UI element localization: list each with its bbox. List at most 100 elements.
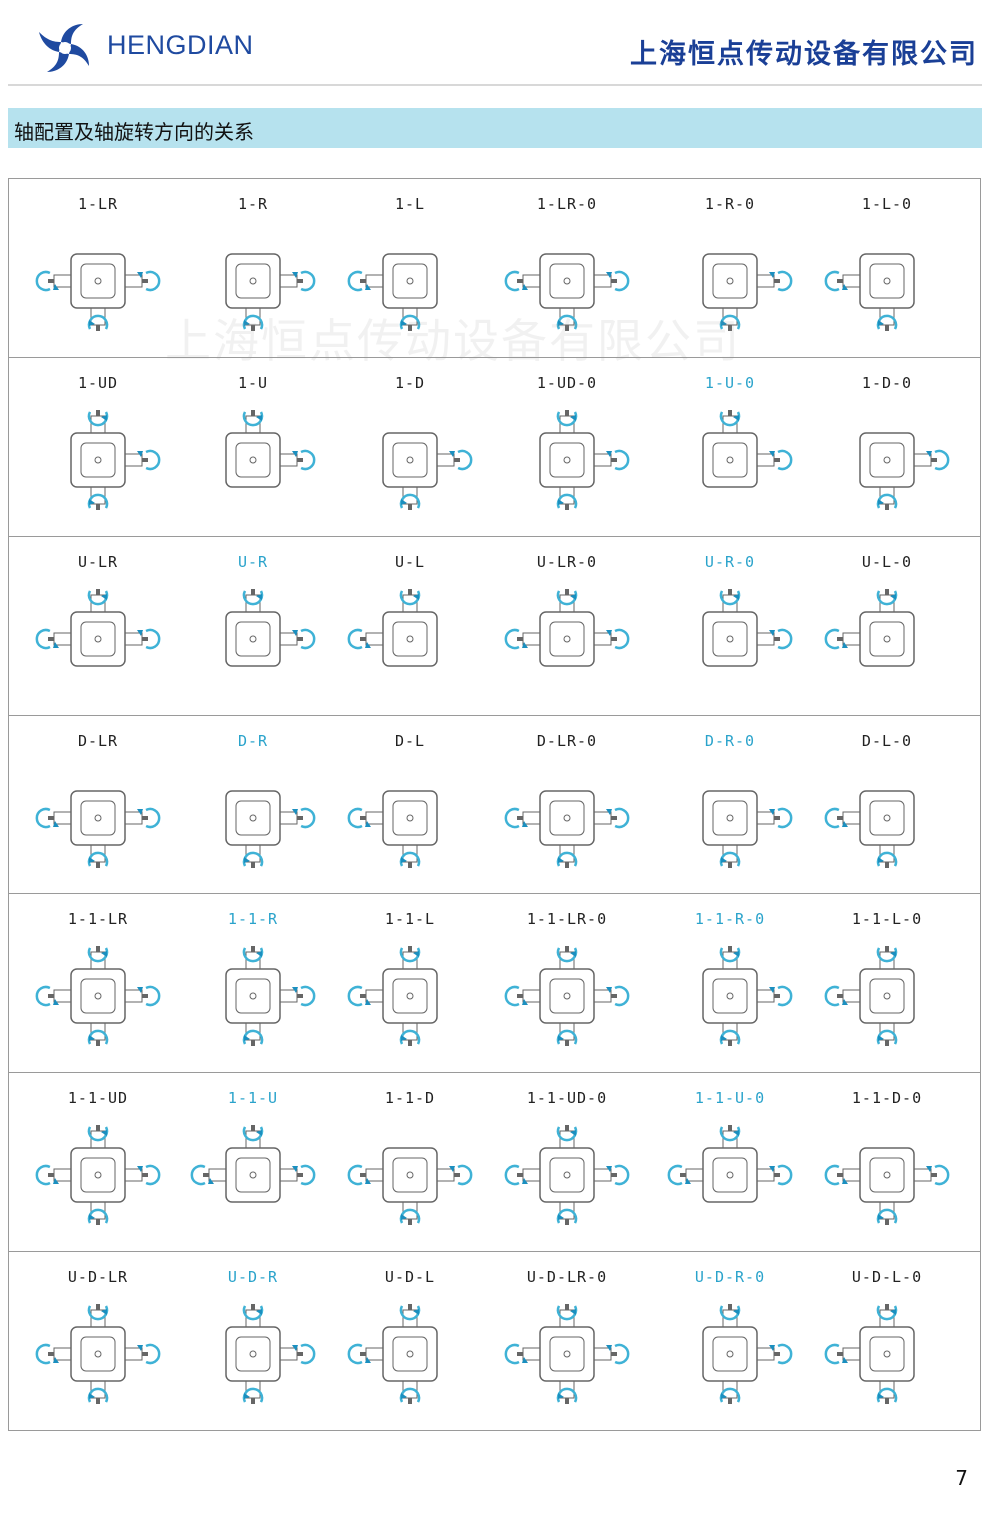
config-label: 1-L [394, 195, 426, 213]
config-cell: 1-1-UD [23, 1073, 173, 1251]
config-cell: 1-1-U-0 [655, 1073, 805, 1251]
config-cell: U-LR-0 [492, 537, 642, 715]
gearbox-diagram-icon [347, 790, 438, 868]
config-label: D-R [237, 732, 269, 750]
gearbox-diagram-icon [35, 946, 161, 1046]
config-label: D-LR-0 [536, 732, 598, 750]
config-label: 1-LR [77, 195, 119, 213]
gearbox-diagram-icon [824, 1147, 950, 1225]
gearbox-diagram-icon [35, 589, 161, 667]
gearbox-diagram-icon [35, 253, 161, 331]
config-cell: U-D-L-0 [812, 1252, 962, 1432]
config-cell: 1-LR [23, 179, 173, 357]
config-label: 1-1-UD [67, 1089, 129, 1107]
config-cell: 1-L [335, 179, 485, 357]
config-label: U-D-LR-0 [526, 1268, 608, 1286]
config-cell: U-D-LR [23, 1252, 173, 1432]
config-label: D-L-0 [861, 732, 913, 750]
gearbox-diagram-icon [504, 1304, 630, 1404]
config-label: 1-1-R [227, 910, 279, 928]
config-label: U-D-R [227, 1268, 279, 1286]
config-cell: U-D-R [178, 1252, 328, 1432]
gearbox-diagram-icon [824, 946, 915, 1046]
config-cell: 1-U-0 [655, 358, 805, 536]
config-cell: D-R [178, 716, 328, 893]
gearbox-diagram-icon [702, 946, 793, 1046]
config-row: 1-1-LR 1-1-R 1-1-L 1-1-LR-0 1-1-R-0 1-1-L-0 [9, 894, 980, 1073]
config-label: D-L [394, 732, 426, 750]
config-cell: 1-1-D [335, 1073, 485, 1251]
config-cell: D-L [335, 716, 485, 893]
config-cell: U-LR [23, 537, 173, 715]
gearbox-diagram-icon [859, 432, 950, 510]
gearbox-diagram-icon [702, 253, 793, 331]
gearbox-diagram-icon [504, 1125, 630, 1225]
shaft-configuration-grid: 1-LR 1-R 1-L 1-LR-0 1-R-0 1-L-0 1-UD 1-U 1-D 1-UD… [8, 178, 981, 1431]
config-label: U-LR-0 [536, 553, 598, 571]
gearbox-diagram-icon [504, 589, 630, 667]
config-row: 1-1-UD 1-1-U 1-1-D 1-1-UD-0 1-1-U-0 1-1-D-0 [9, 1073, 980, 1252]
config-label: 1-1-U [227, 1089, 279, 1107]
gearbox-diagram-icon [824, 1304, 915, 1404]
gearbox-diagram-icon [702, 1304, 793, 1404]
config-label: 1-UD [77, 374, 119, 392]
gearbox-diagram-icon [225, 410, 316, 488]
gearbox-diagram-icon [702, 410, 793, 488]
config-label: U-R-0 [704, 553, 756, 571]
config-label: 1-1-D-0 [851, 1089, 923, 1107]
gearbox-diagram-icon [824, 589, 915, 667]
config-cell: D-L-0 [812, 716, 962, 893]
config-label: 1-1-L [384, 910, 436, 928]
gearbox-diagram-icon [667, 1125, 793, 1203]
config-cell: 1-R-0 [655, 179, 805, 357]
config-cell: 1-R [178, 179, 328, 357]
config-label: 1-LR-0 [536, 195, 598, 213]
gearbox-diagram-icon [35, 1304, 161, 1404]
config-cell: 1-1-LR [23, 894, 173, 1072]
gearbox-diagram-icon [225, 589, 316, 667]
config-label: 1-U [237, 374, 269, 392]
config-row: U-LR U-R U-L U-LR-0 U-R-0 U-L-0 [9, 537, 980, 716]
gearbox-diagram-icon [347, 1304, 438, 1404]
section-header: 轴配置及轴旋转方向的关系 [8, 108, 982, 148]
config-cell: 1-D [335, 358, 485, 536]
config-label: 1-1-LR-0 [526, 910, 608, 928]
config-label: 1-1-R-0 [694, 910, 766, 928]
config-label: U-D-L-0 [851, 1268, 923, 1286]
config-label: 1-U-0 [704, 374, 756, 392]
config-label: 1-UD-0 [536, 374, 598, 392]
config-cell: 1-1-D-0 [812, 1073, 962, 1251]
gearbox-diagram-icon [225, 790, 316, 868]
gearbox-diagram-icon [702, 589, 793, 667]
config-cell: 1-1-R [178, 894, 328, 1072]
config-row: D-LR D-R D-L D-LR-0 D-R-0 D-L-0 [9, 716, 980, 894]
config-label: 1-1-LR [67, 910, 129, 928]
config-label: 1-R [237, 195, 269, 213]
config-cell: U-D-L [335, 1252, 485, 1432]
config-cell: 1-1-R-0 [655, 894, 805, 1072]
config-label: 1-1-U-0 [694, 1089, 766, 1107]
config-cell: D-R-0 [655, 716, 805, 893]
config-cell: U-D-LR-0 [492, 1252, 642, 1432]
config-cell: 1-1-L-0 [812, 894, 962, 1072]
config-label: U-L-0 [861, 553, 913, 571]
gearbox-diagram-icon [225, 253, 316, 331]
config-label: U-D-R-0 [694, 1268, 766, 1286]
config-label: 1-1-L-0 [851, 910, 923, 928]
config-label: U-D-L [384, 1268, 436, 1286]
config-cell: U-R-0 [655, 537, 805, 715]
config-label: 1-1-D [384, 1089, 436, 1107]
config-row: U-D-LR U-D-R U-D-L U-D-LR-0 U-D-R-0 U-D-L-0 [9, 1252, 980, 1432]
gearbox-diagram-icon [504, 253, 630, 331]
config-row: 1-LR 1-R 1-L 1-LR-0 1-R-0 1-L-0 [9, 179, 980, 358]
gearbox-diagram-icon [382, 432, 473, 510]
watermark: 上海恒点传动设备有限公司 [165, 314, 741, 368]
config-label: D-R-0 [704, 732, 756, 750]
config-label: U-L [394, 553, 426, 571]
config-cell: 1-D-0 [812, 358, 962, 536]
config-label: U-D-LR [67, 1268, 129, 1286]
header-divider [8, 84, 982, 86]
gearbox-diagram-icon [702, 790, 793, 868]
config-cell: 1-L-0 [812, 179, 962, 357]
